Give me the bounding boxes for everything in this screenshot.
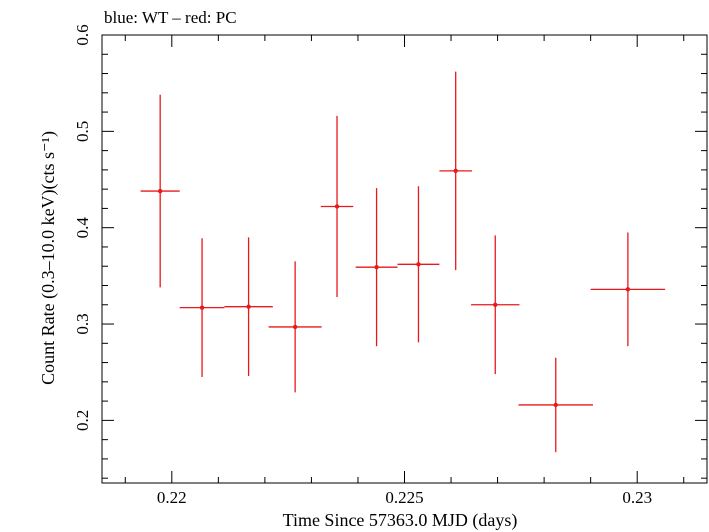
data-point — [590, 232, 666, 347]
y-tick-label: 0.5 — [73, 121, 92, 142]
x-axis-label: Time Since 57363.0 MJD (days) — [283, 510, 518, 531]
data-marker — [246, 304, 251, 309]
data-point — [320, 115, 354, 298]
y-tick-label: 0.3 — [73, 313, 92, 334]
x-tick-label: 0.23 — [622, 488, 652, 507]
data-marker — [625, 287, 631, 292]
data-marker — [292, 324, 298, 330]
data-point — [179, 238, 225, 378]
y-axis-label: Count Rate (0.3–10.0 keV)(cts s⁻¹) — [38, 131, 59, 385]
data-marker — [157, 188, 163, 194]
data-point — [355, 188, 398, 347]
plot-frame — [101, 34, 708, 484]
data-marker — [493, 302, 498, 307]
data-point — [439, 71, 472, 271]
data-points — [140, 71, 666, 453]
data-marker — [553, 402, 558, 408]
data-marker — [416, 262, 421, 267]
data-point — [471, 235, 520, 375]
x-tick-label: 0.225 — [385, 488, 423, 507]
y-tick-label: 0.2 — [73, 410, 92, 431]
data-marker — [334, 204, 340, 209]
data-point — [397, 186, 440, 343]
data-point — [268, 261, 322, 393]
y-tick-label: 0.6 — [73, 24, 92, 45]
y-tick-label: 0.4 — [73, 217, 92, 239]
x-tick-label: 0.22 — [157, 488, 187, 507]
data-marker — [199, 305, 205, 310]
chart-title: blue: WT – red: PC — [104, 8, 237, 27]
data-point — [140, 94, 180, 288]
data-marker — [374, 264, 379, 270]
tick-labels: 0.22 0.225 0.23 0.2 0.3 0.4 0.5 0.6 — [73, 24, 652, 507]
data-marker — [453, 168, 458, 174]
data-point — [518, 357, 593, 453]
axis-ticks — [102, 34, 707, 483]
data-point — [224, 237, 273, 377]
